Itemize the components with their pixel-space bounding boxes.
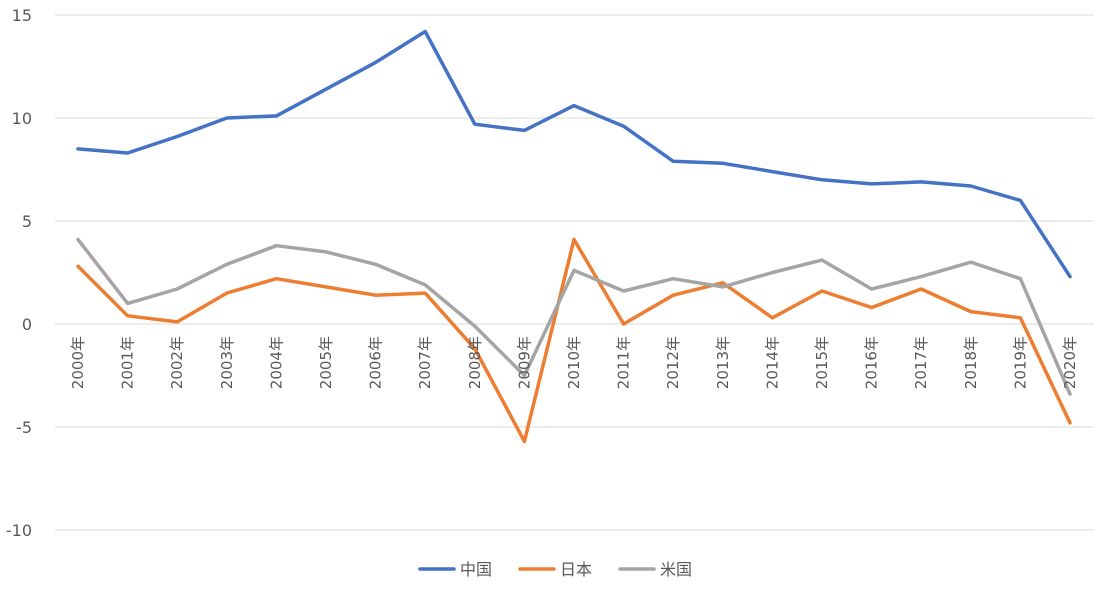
series-line (76, 237, 1072, 396)
x-tick-label: 2011年 (615, 336, 633, 389)
y-tick-label: -5 (16, 418, 32, 437)
x-tick-label: 2006年 (367, 336, 385, 389)
y-axis-tick-labels: -10 -5 0 5 10 15 (6, 6, 32, 540)
legend-item: 中国 (418, 560, 492, 579)
legend-label: 日本 (560, 560, 592, 579)
x-tick-label: 2004年 (267, 336, 285, 389)
series-line (76, 29, 1072, 279)
x-tick-label: 2020年 (1061, 336, 1079, 389)
x-tick-label: 2002年 (168, 336, 186, 389)
x-tick-label: 2010年 (565, 336, 583, 389)
series-lines (76, 29, 1072, 444)
y-tick-label: 15 (12, 6, 32, 25)
y-tick-label: 0 (22, 315, 32, 334)
x-tick-label: 2014年 (763, 336, 781, 389)
x-tick-label: 2005年 (317, 336, 335, 389)
x-tick-label: 2003年 (218, 336, 236, 389)
x-tick-label: 2009年 (515, 336, 533, 389)
y-tick-label: 5 (22, 212, 32, 231)
x-tick-label: 2016年 (863, 336, 881, 389)
x-tick-label: 2019年 (1011, 336, 1029, 389)
x-tick-label: 2007年 (416, 336, 434, 389)
y-tick-label: -10 (6, 521, 32, 540)
x-tick-label: 2012年 (664, 336, 682, 389)
x-tick-label: 2017年 (912, 336, 930, 389)
x-tick-label: 2015年 (813, 336, 831, 389)
x-tick-label: 2018年 (962, 336, 980, 389)
x-tick-label: 2001年 (119, 336, 137, 389)
x-tick-label: 2013年 (714, 336, 732, 389)
legend-item: 日本 (518, 560, 592, 579)
legend-item: 米国 (618, 560, 692, 579)
x-tick-label: 2000年 (69, 336, 87, 389)
series-line (76, 237, 1072, 444)
legend: 中国 日本 米国 (418, 560, 692, 579)
x-tick-label: 2008年 (466, 336, 484, 389)
y-tick-label: 10 (12, 109, 32, 128)
x-axis-tick-labels: 2000年 2001年 2002年 2003年 2004年 2005年 2006年 2007年… (69, 336, 1079, 389)
legend-label: 中国 (460, 560, 492, 579)
legend-label: 米国 (660, 560, 692, 579)
